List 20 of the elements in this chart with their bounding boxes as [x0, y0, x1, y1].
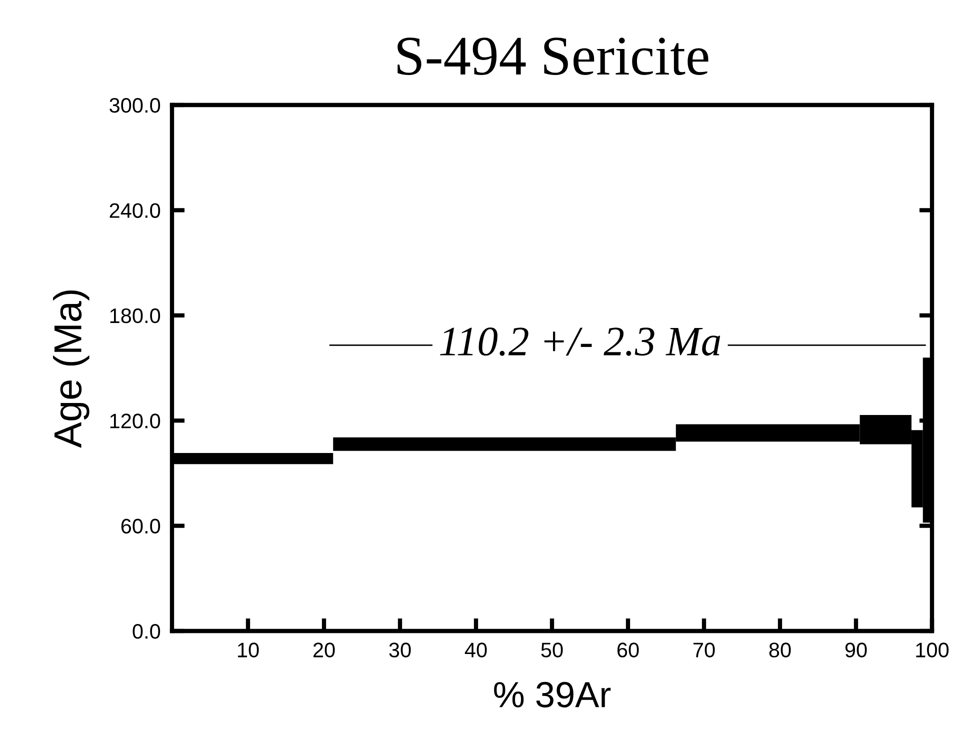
y-tick-label: 300.0 [110, 98, 160, 113]
x-tick-label: 20 [313, 642, 335, 658]
x-tick-label: 80 [769, 642, 791, 658]
x-tick-label: 100 [916, 642, 949, 658]
chart-title: S-494 Sericite [398, 38, 708, 75]
y-tick-label: 0.0 [132, 624, 160, 639]
x-tick-label: 40 [464, 642, 487, 658]
x-tick-label: 30 [389, 642, 411, 658]
annotation: 110.2 +/- 2.3 Ma [440, 328, 720, 356]
x-tick-label: 50 [541, 642, 563, 658]
y-tick-label: 60.0 [121, 518, 160, 534]
y-tick-label: 120.0 [110, 414, 160, 428]
y-tick-label: 240.0 [110, 203, 160, 218]
x-tick-label: 60 [617, 642, 639, 658]
x-axis-title: % 39Ar [494, 682, 611, 708]
y-tick-label: 180.0 [110, 308, 160, 324]
x-tick-label: 70 [693, 642, 715, 658]
x-tick-label: 90 [845, 642, 867, 658]
y-axis-title: Age (Ma) [53, 290, 90, 448]
x-tick-label: 10 [238, 642, 259, 658]
